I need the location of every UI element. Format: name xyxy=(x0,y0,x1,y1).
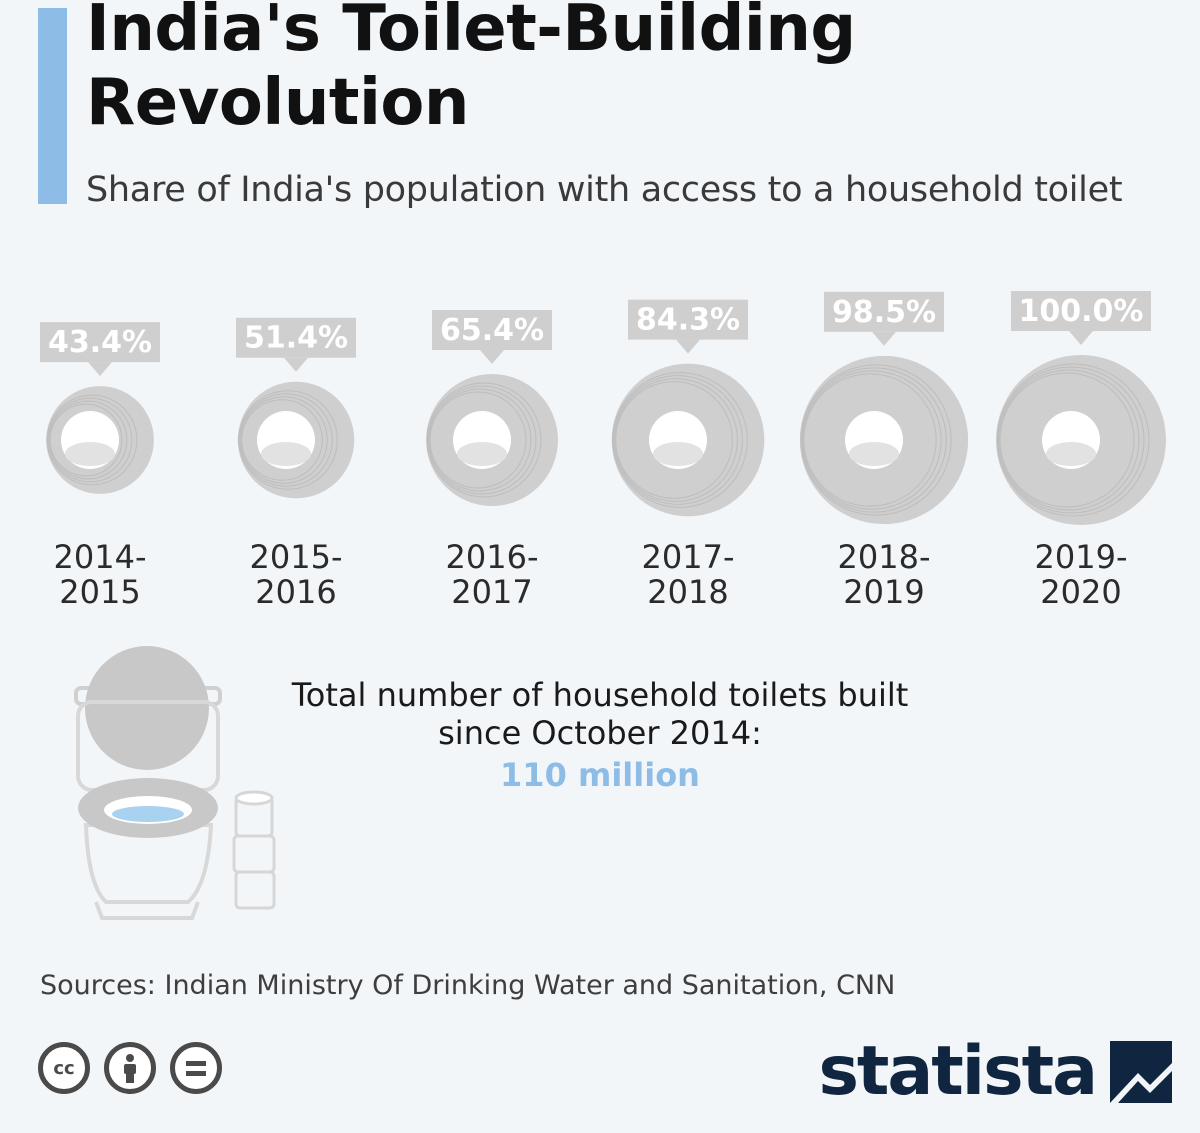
roll-ring xyxy=(46,394,138,486)
roll-ring xyxy=(48,400,128,480)
roll-ring xyxy=(429,391,527,489)
person-glyph xyxy=(124,1054,136,1083)
value-label-box xyxy=(432,310,552,351)
title-line-2: Revolution xyxy=(86,66,469,140)
category-label: 2016 xyxy=(255,573,336,611)
category-label: 2016- xyxy=(446,538,539,576)
chart-title: India's Toilet-Building Revolution xyxy=(86,0,856,140)
roll-core-shade xyxy=(65,442,115,466)
value-label: 100.0% xyxy=(1019,294,1144,329)
roll-ring xyxy=(803,373,937,507)
sources-note: Sources: Indian Ministry Of Drinking Wat… xyxy=(40,970,896,1001)
value-label-box xyxy=(236,317,356,358)
category-label: 2014- xyxy=(54,538,147,576)
toilet-illustration xyxy=(74,646,276,920)
roll-ring xyxy=(998,369,1140,511)
roll-ring xyxy=(801,367,947,513)
value-label-pointer xyxy=(1069,331,1093,345)
total-built-block: Total number of household toilets built … xyxy=(250,676,950,798)
value-label: 51.4% xyxy=(244,321,348,356)
equals-glyph xyxy=(186,1060,206,1076)
roll-ring xyxy=(49,403,123,477)
roll-ring xyxy=(999,372,1135,508)
roll-core-shade xyxy=(653,442,703,466)
roll-group-2016-2017: 65.4% 2016-2017 xyxy=(426,310,558,611)
roll-core-shade xyxy=(849,442,899,466)
chart-subtitle: Share of India's population with access … xyxy=(86,170,1123,210)
roll-ring xyxy=(613,375,743,505)
no-derivatives-icon[interactable] xyxy=(170,1042,222,1094)
value-label-pointer xyxy=(676,339,700,354)
value-label-box xyxy=(628,299,748,340)
roll-ring xyxy=(241,399,323,481)
category-label: 2017- xyxy=(642,538,735,576)
roll-core-shade xyxy=(457,442,507,466)
roll-ring xyxy=(615,381,733,499)
statista-logo-icon xyxy=(1110,1041,1172,1103)
value-label-box xyxy=(824,291,944,332)
category-label: 2018 xyxy=(647,573,728,611)
roll-ring xyxy=(428,388,532,492)
value-label-pointer xyxy=(872,331,896,346)
total-value: 110 million xyxy=(500,756,700,794)
value-label: 65.4% xyxy=(440,313,544,348)
category-label: 2019 xyxy=(843,573,924,611)
roll-ring xyxy=(427,385,537,495)
roll-group-2017-2018: 84.3% 2017-2018 xyxy=(611,299,765,611)
roll-group-2018-2019: 98.5% 2018-2019 xyxy=(799,291,969,611)
roll-ring xyxy=(996,363,1150,517)
value-label-box xyxy=(1011,291,1151,331)
roll-group-2019-2020: 100.0% 2019-2020 xyxy=(996,291,1166,611)
total-text-line-2: since October 2014: xyxy=(438,714,762,752)
toilet-roll-chart: 43.4%2014-201551.4%2015-201665.4%2016-20… xyxy=(40,291,1166,611)
roll-ring xyxy=(800,364,952,516)
title-accent-bar xyxy=(38,8,67,204)
category-label: 2020 xyxy=(1040,573,1121,611)
roll-group-2015-2016: 51.4% 2015-2016 xyxy=(236,317,356,611)
roll-core-shade xyxy=(261,442,311,466)
category-label: 2015- xyxy=(250,538,343,576)
attribution-person-icon[interactable] xyxy=(104,1042,156,1094)
cc-label: cc xyxy=(53,1057,75,1079)
roll-ring xyxy=(47,397,133,483)
roll-ring xyxy=(612,372,748,508)
category-label: 2018- xyxy=(838,538,931,576)
value-label: 98.5% xyxy=(832,295,936,330)
roll-ring xyxy=(802,370,942,510)
value-label: 43.4% xyxy=(48,325,152,360)
roll-core-shade xyxy=(1046,442,1096,466)
roll-ring xyxy=(426,382,542,498)
value-label-pointer xyxy=(88,362,112,377)
title-line-1: India's Toilet-Building xyxy=(86,0,856,66)
roll-ring xyxy=(239,393,333,487)
statista-wordmark: statista xyxy=(818,1032,1098,1111)
total-text-line-1: Total number of household toilets built xyxy=(291,676,909,714)
roll-group-2014-2015: 43.4% 2014-2015 xyxy=(40,322,160,611)
roll-ring xyxy=(997,366,1145,514)
statista-brand[interactable]: statista xyxy=(818,1036,1172,1108)
category-label: 2017 xyxy=(451,573,532,611)
roll-ring xyxy=(614,378,738,502)
roll-ring xyxy=(240,396,328,484)
value-label-pointer xyxy=(284,357,308,372)
license-icons: cc xyxy=(38,1042,222,1094)
value-label-box xyxy=(40,322,160,363)
roll-ring xyxy=(238,390,338,490)
category-label: 2019- xyxy=(1035,538,1128,576)
category-label: 2015 xyxy=(59,573,140,611)
value-label: 84.3% xyxy=(636,303,740,338)
creative-commons-icon[interactable]: cc xyxy=(38,1042,90,1094)
value-label-pointer xyxy=(480,350,504,365)
